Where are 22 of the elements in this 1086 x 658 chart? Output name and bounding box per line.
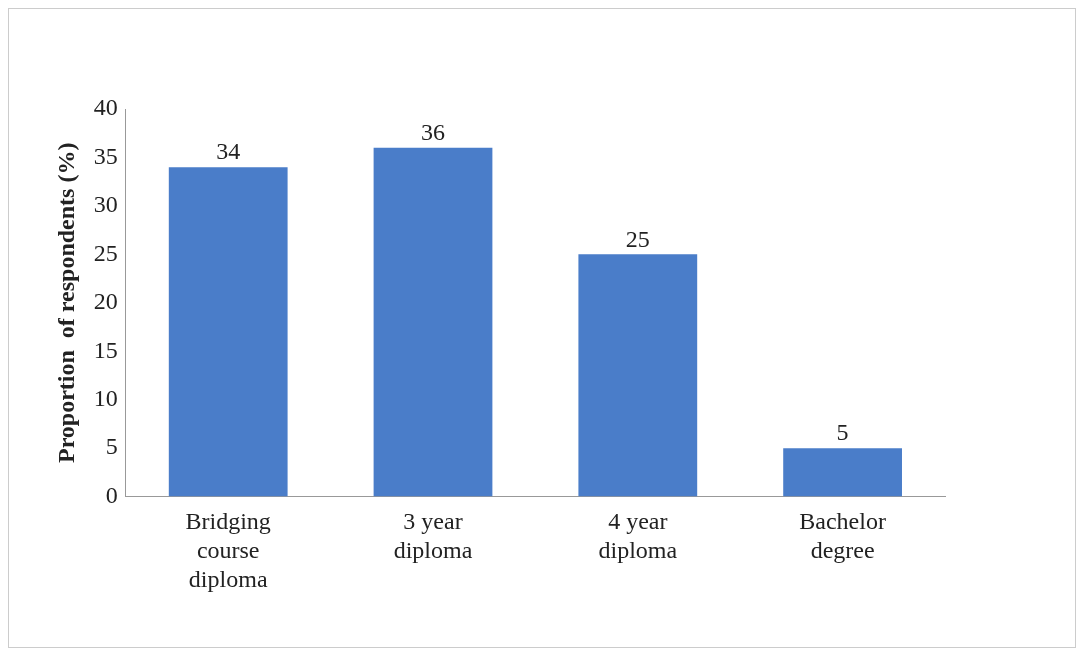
x-tick-label: 4 year diploma bbox=[598, 508, 678, 564]
y-tick-label: 30 bbox=[93, 191, 118, 218]
bar bbox=[783, 448, 902, 497]
bar bbox=[578, 254, 698, 497]
y-tick-label: 15 bbox=[93, 336, 118, 363]
y-tick-label: 25 bbox=[93, 239, 118, 266]
y-tick-label: 20 bbox=[93, 288, 118, 315]
y-tick-label: 0 bbox=[105, 481, 118, 508]
x-tick-label: 3 year diploma bbox=[393, 508, 473, 564]
data-label: 5 bbox=[836, 419, 849, 446]
data-label: 25 bbox=[625, 225, 650, 252]
bar bbox=[168, 167, 288, 497]
x-tick-label: Bridging course diploma bbox=[185, 508, 271, 592]
x-tick-label: Bachelor degree bbox=[799, 508, 886, 564]
bar bbox=[373, 147, 493, 497]
y-tick-label: 10 bbox=[93, 385, 118, 411]
y-tick-label: 40 bbox=[93, 94, 118, 121]
data-label: 36 bbox=[421, 119, 445, 146]
y-axis-title: Proportion of respondents (%) bbox=[52, 142, 79, 464]
y-tick-label: 5 bbox=[105, 433, 118, 460]
y-tick-label: 35 bbox=[93, 142, 118, 169]
data-label: 34 bbox=[216, 138, 241, 165]
